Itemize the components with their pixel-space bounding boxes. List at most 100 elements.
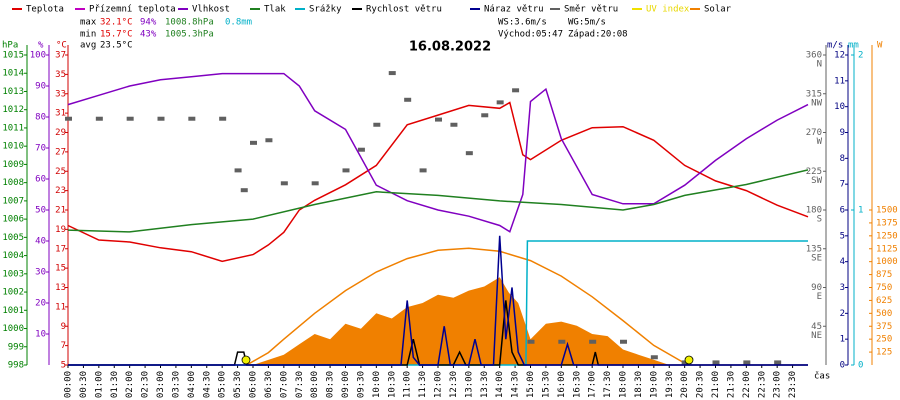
- legend-label: Přízemní teplota: [89, 5, 176, 15]
- axis-unit: m/s: [827, 41, 843, 51]
- x-tick-label: 08:00: [310, 371, 320, 398]
- y-tick-label: 315: [806, 89, 822, 99]
- wind-direction-point: [265, 138, 273, 143]
- wind-direction-point: [342, 168, 350, 173]
- y-tick-label: 998: [8, 361, 24, 371]
- x-tick-label: 21:00: [711, 371, 721, 398]
- x-tick-label: 03:30: [171, 371, 181, 398]
- y-tick-label: 30: [35, 268, 46, 278]
- series-line: [68, 235, 808, 366]
- x-tick-label: 11:30: [418, 371, 428, 398]
- x-tick-label: 19:30: [665, 371, 675, 398]
- y-tick-label: 70: [35, 144, 46, 154]
- compass-label: W: [817, 137, 823, 147]
- wind-direction-point: [496, 100, 504, 105]
- y-tick-label: 375: [876, 322, 892, 332]
- x-tick-label: 13:00: [464, 371, 474, 398]
- y-tick-label: 1014: [2, 69, 24, 79]
- y-tick-label: 20: [35, 299, 46, 309]
- x-tick-label: 08:30: [326, 371, 336, 398]
- compass-label: NE: [811, 331, 822, 341]
- x-tick-label: 19:00: [649, 371, 659, 398]
- y-tick-label: 125: [876, 348, 892, 358]
- x-tick-label: 07:30: [295, 371, 305, 398]
- y-tick-label: 250: [876, 335, 892, 345]
- wind-direction-point: [95, 116, 103, 121]
- y-tick-label: 1012: [2, 105, 24, 115]
- y-tick-label: 3: [840, 283, 845, 293]
- compass-label: N: [817, 60, 822, 70]
- wind-direction-point: [357, 147, 365, 152]
- wind-direction-point: [219, 116, 227, 121]
- wind-direction-point: [435, 117, 442, 122]
- wind-direction-point: [650, 355, 658, 360]
- wind-stat: WG:5m/s: [568, 18, 606, 28]
- y-tick-label: 1013: [2, 87, 24, 97]
- x-tick-label: 12:00: [434, 371, 444, 398]
- x-tick-label: 22:30: [757, 371, 767, 398]
- x-tick-label: 07:00: [279, 371, 289, 398]
- y-tick-label: 500: [876, 309, 892, 319]
- wind-stat: WS:3.6m/s: [498, 18, 547, 28]
- y-tick-label: 100: [30, 51, 46, 61]
- x-tick-label: 17:30: [603, 371, 613, 398]
- stat: 32.1°C: [100, 18, 133, 28]
- y-tick-label: 10: [35, 330, 46, 340]
- y-tick-label: 50: [35, 206, 46, 216]
- compass-label: E: [817, 292, 822, 302]
- compass-label: SE: [811, 253, 822, 263]
- x-tick-label: 17:00: [588, 371, 598, 398]
- wind-direction-point: [527, 339, 535, 344]
- y-tick-label: 625: [876, 296, 892, 306]
- y-tick-label: 1008: [2, 178, 24, 188]
- y-tick-label: 1: [858, 206, 863, 216]
- solar-theory-line: [246, 247, 689, 366]
- x-tick-label: 20:30: [696, 371, 706, 398]
- wind-direction-point: [65, 116, 72, 121]
- y-tick-label: 270: [806, 128, 822, 138]
- y-tick-label: 27: [55, 147, 66, 157]
- y-tick-label: 1004: [2, 251, 24, 261]
- y-tick-label: 60: [35, 175, 46, 185]
- stat: 15.7°C: [100, 30, 133, 40]
- y-tick-label: 1: [840, 335, 845, 345]
- y-tick-label: 25: [55, 167, 66, 177]
- wind-direction-point: [589, 339, 597, 344]
- y-tick-label: 4: [840, 257, 845, 267]
- y-tick-label: 17: [55, 244, 66, 254]
- y-tick-label: 1375: [876, 218, 898, 228]
- axis-unit: °C: [56, 41, 67, 51]
- wind-direction-point: [250, 140, 257, 145]
- stat: 0.8mm: [225, 18, 252, 28]
- y-tick-label: 750: [876, 283, 892, 293]
- y-tick-label: 12: [834, 51, 845, 61]
- y-tick-label: 999: [8, 342, 24, 352]
- x-tick-label: 05:30: [233, 371, 243, 398]
- wind-direction-point: [681, 360, 689, 365]
- y-tick-label: 45: [811, 322, 822, 332]
- y-tick-label: 31: [55, 109, 66, 119]
- y-tick-label: 7: [61, 341, 66, 351]
- wind-direction-point: [157, 116, 165, 121]
- wind-direction-point: [465, 151, 473, 156]
- wind-direction-point: [743, 360, 751, 365]
- x-axis-label: čas: [814, 371, 830, 382]
- axis-unit: mm: [848, 41, 859, 51]
- wind-direction-point: [280, 181, 288, 186]
- y-tick-label: 9: [61, 322, 66, 332]
- y-tick-label: 11: [55, 302, 66, 312]
- legend-label: Náraz větru: [484, 5, 544, 15]
- x-tick-label: 18:30: [634, 371, 644, 398]
- x-tick-label: 16:00: [557, 371, 567, 398]
- wind-direction-point: [558, 339, 566, 344]
- sun-time: Západ:20:08: [568, 30, 628, 40]
- wind-direction-point: [512, 88, 520, 93]
- x-tick-label: 09:00: [341, 371, 351, 398]
- y-tick-label: 1002: [2, 288, 24, 298]
- x-tick-label: 04:00: [187, 371, 197, 398]
- stat: 43%: [140, 30, 157, 40]
- y-tick-label: 37: [55, 51, 66, 61]
- y-tick-label: 1000: [2, 324, 24, 334]
- y-tick-label: 1125: [876, 244, 898, 254]
- wind-direction-point: [373, 122, 381, 127]
